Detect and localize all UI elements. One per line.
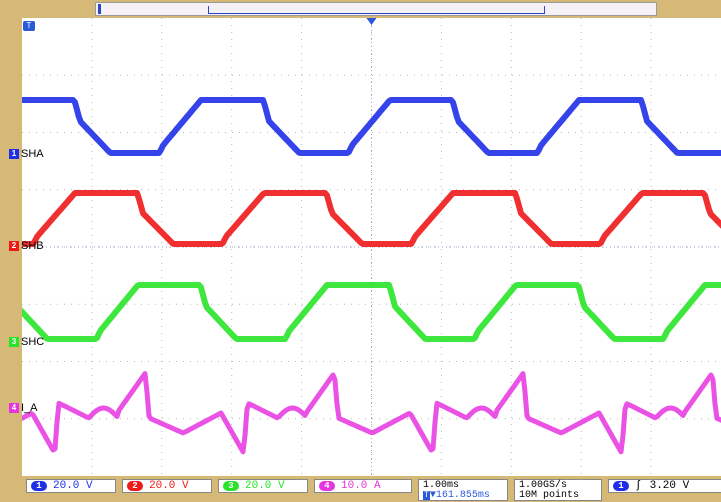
timebase-scale: 1.00ms — [423, 480, 460, 491]
channel-3-scale-badge: 3 — [223, 481, 239, 491]
timebase-position: ▼161.855ms — [429, 490, 490, 501]
trigger-box[interactable]: 1 ʃ 3.20 V — [608, 479, 721, 493]
trigger-slope-icon: ʃ — [635, 480, 642, 492]
channel-4-marker[interactable]: 4 I_A — [9, 402, 38, 414]
waveform-canvas — [22, 18, 721, 476]
channel-2-scale-box[interactable]: 2 20.0 V — [122, 479, 212, 493]
record-overview-bar[interactable] — [95, 2, 657, 16]
timebase-position-row: T▼161.855ms — [423, 491, 503, 501]
channel-3-scale: 20.0 V — [245, 480, 285, 492]
channel-2-scale: 20.0 V — [149, 480, 189, 492]
timebase-box[interactable]: 1.00ms T▼161.855ms — [418, 479, 508, 501]
channel-3-marker[interactable]: 3 SHC — [9, 336, 44, 348]
channel-2-scale-badge: 2 — [127, 481, 143, 491]
channel-1-marker[interactable]: 1 SHA — [9, 148, 44, 160]
channel-2-marker[interactable]: 2 SHB — [9, 240, 44, 252]
trigger-position-icon: T — [423, 491, 430, 500]
channel-3-badge: 3 — [9, 337, 19, 347]
channel-3-scale-box[interactable]: 3 20.0 V — [218, 479, 308, 493]
channel-3-label: SHC — [21, 336, 45, 348]
trigger-time-arrow — [366, 18, 377, 25]
trigger-level: 3.20 V — [649, 480, 690, 492]
record-view-window[interactable] — [208, 6, 545, 14]
channel-1-scale-badge: 1 — [31, 481, 47, 491]
record-length: 10M points — [519, 490, 580, 501]
channel-4-scale-box[interactable]: 4 10.0 A — [314, 479, 412, 493]
channel-2-trace — [22, 190, 721, 247]
channel-4-badge: 4 — [9, 403, 19, 413]
channel-1-scale-box[interactable]: 1 20.0 V — [26, 479, 116, 493]
channel-2-label: SHB — [21, 240, 44, 252]
channel-4-trace — [22, 371, 721, 455]
record-start-marker — [98, 4, 101, 14]
channel-4-label: I_A — [21, 402, 38, 414]
channel-4-scale: 10.0 A — [341, 480, 381, 492]
trigger-source-badge: 1 — [613, 481, 629, 491]
channel-2-badge: 2 — [9, 241, 19, 251]
trigger-position-marker[interactable]: T — [23, 21, 35, 31]
channel-1-scale: 20.0 V — [53, 480, 93, 492]
status-bar: 1 20.0 V 2 20.0 V 3 20.0 V 4 10.0 A 1.00… — [0, 476, 721, 502]
channel-1-trace — [22, 97, 721, 156]
sample-rate: 1.00GS/s — [519, 480, 568, 491]
channel-1-label: SHA — [21, 148, 44, 160]
channel-3-trace — [22, 282, 721, 342]
acquisition-box[interactable]: 1.00GS/s 10M points — [514, 479, 602, 501]
waveform-display[interactable] — [22, 18, 721, 476]
channel-4-scale-badge: 4 — [319, 481, 335, 491]
channel-1-badge: 1 — [9, 149, 19, 159]
